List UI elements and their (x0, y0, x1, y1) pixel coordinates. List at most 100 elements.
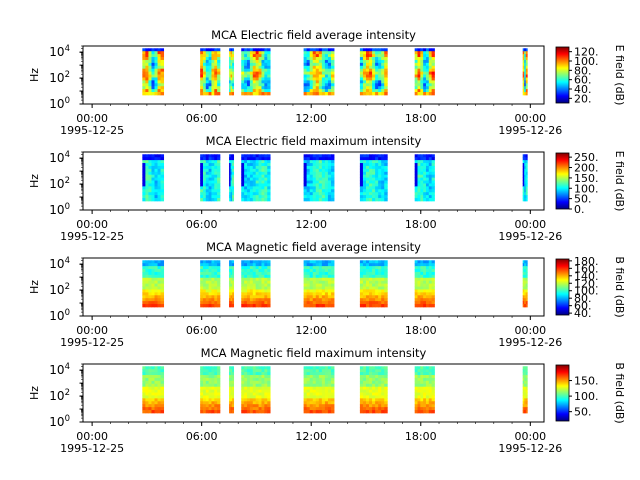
heatmap-cell (306, 89, 311, 93)
heatmap-cell (244, 80, 248, 84)
heatmap-cell (312, 289, 317, 293)
heatmap-cell (249, 92, 254, 96)
heatmap-cell (264, 389, 268, 393)
heatmap-cell (414, 383, 418, 388)
heatmap-cell (524, 372, 527, 376)
heatmap-cell (425, 383, 430, 388)
heatmap-cell (148, 186, 152, 190)
heatmap-cell (261, 407, 265, 411)
x-tick-label: 00:00 (76, 324, 108, 337)
heatmap-cell (145, 401, 149, 405)
heatmap-cell (524, 292, 527, 296)
heatmap-cell (200, 266, 204, 270)
heatmap-cell (362, 407, 367, 411)
heatmap-cell (208, 386, 212, 391)
heatmap-cell (208, 301, 212, 305)
heatmap-cell (252, 165, 257, 170)
heatmap-cell (324, 274, 329, 279)
heatmap-cell (321, 48, 326, 52)
heatmap-cell (145, 289, 149, 293)
heatmap-cell (425, 180, 430, 184)
heatmap-cell (208, 410, 212, 414)
heatmap-cell (423, 271, 427, 276)
heatmap-cell (160, 280, 165, 285)
heatmap-cell (148, 280, 152, 285)
heatmap-cell (249, 401, 254, 405)
heatmap-cell (327, 298, 332, 302)
heatmap-cell (217, 183, 221, 187)
heatmap-cell (359, 260, 364, 264)
heatmap-cell (145, 304, 149, 308)
heatmap-cell (200, 298, 204, 302)
heatmap-cell (214, 62, 218, 67)
heatmap-cell (249, 389, 254, 393)
heatmap-cell (255, 180, 259, 184)
heatmap-cell (241, 71, 245, 75)
heatmap-cell (211, 186, 215, 190)
heatmap-cell (425, 295, 430, 299)
heatmap-cell (241, 389, 245, 393)
heatmap-cell (365, 186, 370, 190)
heatmap-cell (154, 198, 158, 202)
heatmap-cell (255, 92, 259, 96)
heatmap-cell (331, 51, 335, 55)
heatmap-cell (309, 269, 314, 273)
heatmap-cell (369, 410, 373, 414)
heatmap-cell (232, 86, 235, 90)
heatmap-cell (160, 77, 165, 81)
heatmap-cell (217, 48, 221, 52)
heatmap-cell (327, 263, 332, 267)
heatmap-cell (372, 410, 376, 414)
heatmap-cell (428, 154, 433, 158)
heatmap-cell (157, 89, 161, 93)
heatmap-cell (145, 398, 149, 402)
heatmap-cell (211, 263, 215, 267)
heatmap-cell (309, 263, 314, 267)
heatmap-cell (145, 157, 149, 161)
heatmap-cell (378, 157, 382, 161)
heatmap-cell (202, 410, 207, 414)
x-date-label: 1995-12-26 (498, 442, 562, 455)
heatmap-cell (244, 292, 248, 296)
heatmap-cell (381, 260, 385, 264)
heatmap-cell (414, 198, 418, 202)
heatmap-cell (230, 380, 233, 385)
heatmap-cell (423, 51, 427, 55)
heatmap-cell (217, 59, 221, 64)
heatmap-cell (247, 395, 251, 399)
heatmap-cell (244, 283, 248, 287)
heatmap-cell (217, 89, 221, 93)
heatmap-cell (261, 269, 265, 273)
heatmap-cell (369, 180, 373, 184)
heatmap-cell (267, 89, 271, 93)
heatmap-cell (414, 68, 418, 73)
heatmap-cell (372, 192, 376, 196)
heatmap-cell (384, 386, 388, 391)
heatmap-cell (417, 386, 421, 391)
heatmap-cell (420, 183, 424, 187)
heatmap-cell (423, 160, 427, 164)
heatmap-cell (157, 401, 161, 405)
heatmap-cell (369, 274, 373, 279)
heatmap-cell (241, 195, 245, 199)
heatmap-cell (324, 407, 329, 411)
heatmap-cell (324, 62, 329, 67)
colorbar-tick-label: 100. (574, 285, 599, 298)
heatmap-cell (414, 395, 418, 399)
heatmap-cell (148, 171, 152, 176)
heatmap-cell (372, 389, 376, 393)
heatmap-cell (205, 401, 210, 405)
heatmap-cell (431, 183, 435, 187)
heatmap-cell (160, 292, 165, 296)
heatmap-cell (205, 289, 210, 293)
heatmap-cell (208, 80, 212, 84)
heatmap-cell (425, 174, 430, 179)
heatmap-cell (200, 71, 204, 75)
heatmap-cell (214, 260, 218, 264)
heatmap-cell (312, 372, 317, 376)
x-date-label: 1995-12-25 (60, 442, 124, 455)
heatmap-cell (244, 174, 248, 179)
heatmap-cell (365, 383, 370, 388)
heatmap-cell (525, 171, 528, 176)
heatmap-cell (321, 183, 326, 187)
